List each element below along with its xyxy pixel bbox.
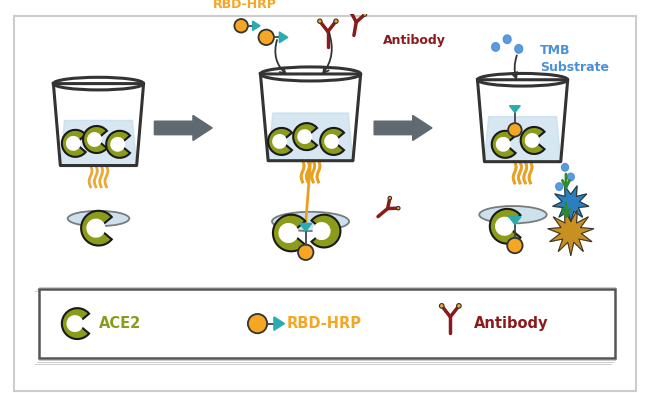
Circle shape [396,206,400,210]
Wedge shape [87,132,102,147]
Polygon shape [562,163,569,171]
Polygon shape [374,116,432,140]
Circle shape [259,29,274,45]
Wedge shape [525,133,540,148]
Polygon shape [274,317,285,331]
Wedge shape [81,211,112,246]
Wedge shape [313,222,331,240]
Polygon shape [253,21,260,31]
Circle shape [235,19,248,33]
Ellipse shape [68,211,129,226]
Text: RBD-HRP: RBD-HRP [287,316,361,331]
Wedge shape [62,130,86,157]
Circle shape [248,314,267,333]
Circle shape [318,19,322,23]
Wedge shape [490,209,521,244]
Polygon shape [300,223,312,231]
Circle shape [507,238,523,253]
Wedge shape [62,308,89,339]
Wedge shape [272,134,287,149]
Polygon shape [552,186,589,221]
Text: ACE2: ACE2 [99,316,141,331]
Text: Antibody: Antibody [383,34,446,47]
Polygon shape [60,121,136,165]
Circle shape [388,196,391,200]
Wedge shape [66,136,81,151]
Wedge shape [293,123,317,150]
Wedge shape [66,315,83,332]
Circle shape [349,10,353,14]
Wedge shape [311,215,341,248]
Wedge shape [495,217,514,236]
Wedge shape [324,134,339,149]
Polygon shape [503,35,511,44]
Polygon shape [515,44,523,53]
Circle shape [363,13,367,17]
Wedge shape [278,223,298,243]
Polygon shape [484,117,561,162]
FancyBboxPatch shape [39,289,615,358]
Wedge shape [297,129,312,144]
Wedge shape [86,219,105,238]
Polygon shape [155,116,213,140]
Text: TMB
Substrate: TMB Substrate [540,44,609,73]
Text: RBD-HRP: RBD-HRP [213,0,277,11]
Circle shape [298,244,313,260]
Wedge shape [106,131,130,158]
Text: Antibody: Antibody [473,316,548,331]
Circle shape [439,303,444,308]
Circle shape [456,303,461,308]
Circle shape [508,123,522,137]
Wedge shape [521,127,545,154]
Wedge shape [83,126,107,153]
Polygon shape [491,43,499,51]
Polygon shape [548,210,593,255]
Wedge shape [496,137,511,152]
Polygon shape [556,183,563,190]
Polygon shape [509,217,521,224]
Ellipse shape [272,212,349,231]
Wedge shape [268,128,292,155]
Circle shape [334,19,338,23]
Polygon shape [268,113,353,161]
Wedge shape [273,215,306,251]
Wedge shape [320,128,344,155]
Polygon shape [510,106,520,112]
Ellipse shape [479,206,547,223]
Polygon shape [280,32,288,43]
Polygon shape [567,173,574,181]
Wedge shape [492,131,515,158]
Wedge shape [111,137,125,152]
